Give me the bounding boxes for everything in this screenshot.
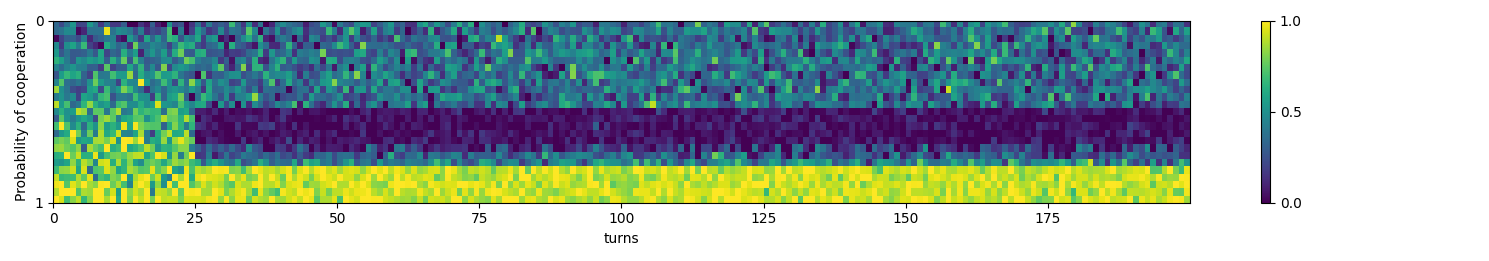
X-axis label: turns: turns xyxy=(603,232,639,246)
Y-axis label: Probability of cooperation: Probability of cooperation xyxy=(15,22,28,201)
